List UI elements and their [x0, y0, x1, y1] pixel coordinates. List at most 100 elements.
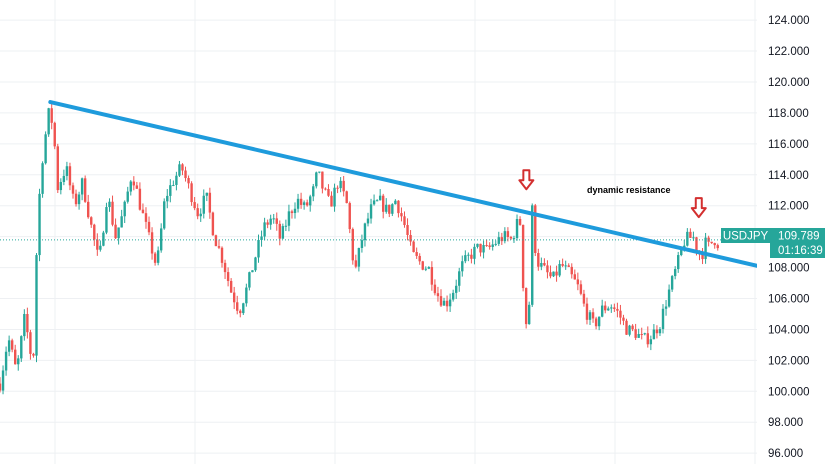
- candle-up: [108, 201, 111, 208]
- y-tick-label: 104.000: [768, 324, 810, 336]
- candle-up: [628, 325, 631, 335]
- candle-up: [600, 305, 604, 317]
- candle-up: [372, 200, 376, 205]
- candle-up: [357, 248, 361, 267]
- candle-down: [193, 202, 196, 209]
- dynamic-resistance-trendline[interactable]: [48, 100, 767, 270]
- candle-down: [412, 241, 415, 253]
- candle-down: [567, 265, 570, 267]
- candle-down: [445, 300, 449, 307]
- candle-up: [360, 240, 364, 249]
- candle-down: [196, 208, 199, 217]
- candle-down: [631, 325, 634, 330]
- candle-down: [613, 307, 616, 309]
- candle-up: [378, 195, 382, 201]
- candle-down: [509, 236, 513, 239]
- candle-down: [543, 263, 546, 266]
- candle-down: [433, 284, 437, 294]
- candle-up: [17, 358, 20, 365]
- candle-up: [497, 237, 500, 244]
- candle-down: [345, 191, 348, 204]
- candle-up: [296, 198, 300, 209]
- candle-down: [591, 312, 595, 319]
- resistance-touch-arrows: [518, 169, 707, 219]
- last-price-badge: USDJPY 109.789 01:16:39: [721, 228, 825, 258]
- candle-up: [205, 192, 209, 196]
- candle-up: [302, 202, 306, 205]
- candle-down: [132, 181, 136, 186]
- price-badge: [770, 228, 825, 258]
- candle-up: [312, 186, 315, 197]
- candle-down: [266, 222, 269, 225]
- candle-up: [47, 108, 50, 135]
- candle-up: [375, 200, 379, 202]
- candle-down: [409, 235, 412, 242]
- candle-up: [59, 181, 63, 191]
- candle-up: [163, 201, 166, 229]
- candle-down: [321, 171, 324, 189]
- candle-down: [619, 310, 622, 318]
- candle-down: [485, 245, 488, 247]
- candle-up: [649, 339, 653, 345]
- candle-down: [135, 185, 139, 189]
- candle-up: [293, 208, 297, 214]
- candle-down: [342, 180, 345, 192]
- candle-up: [44, 134, 47, 164]
- candle-up: [512, 238, 516, 240]
- candle-down: [430, 267, 434, 285]
- candle-up: [315, 172, 318, 187]
- candle-down: [400, 213, 403, 217]
- candle-down: [640, 334, 643, 336]
- candle-up: [284, 225, 288, 227]
- candle-up: [99, 245, 102, 250]
- candle-up: [458, 271, 461, 286]
- candle-down: [190, 183, 193, 203]
- candle-up: [20, 336, 23, 359]
- candle-down: [549, 272, 552, 277]
- candle-down: [436, 293, 440, 297]
- price-axis[interactable]: 96.000 98.000 100.000 102.000 104.000 106.000…: [768, 15, 810, 460]
- candle-down: [388, 204, 391, 214]
- candle-down: [114, 224, 117, 239]
- candle-down: [305, 202, 309, 206]
- candle-down: [604, 305, 607, 311]
- candle-up: [527, 304, 531, 325]
- candle-down: [625, 320, 628, 335]
- y-tick-label: 100.000: [768, 386, 810, 398]
- y-tick-label: 120.000: [768, 77, 810, 89]
- dynamic-resistance-label: dynamic resistance: [587, 185, 671, 195]
- candle-up: [251, 270, 254, 273]
- candle-down: [147, 221, 151, 233]
- candle-up: [333, 187, 336, 207]
- candle-down: [184, 170, 187, 179]
- candle-up: [704, 237, 707, 260]
- candle-down: [570, 266, 573, 275]
- candle-up: [117, 227, 120, 239]
- candle-up: [260, 236, 263, 240]
- candle-up: [461, 261, 464, 272]
- candle-down: [555, 271, 558, 276]
- candle-down: [518, 218, 522, 225]
- candle-up: [281, 226, 285, 239]
- candle-down: [382, 195, 385, 212]
- candle-up: [494, 243, 497, 245]
- candle-down: [397, 200, 400, 214]
- candle-down: [534, 205, 537, 253]
- candle-up: [1, 370, 5, 391]
- candle-down: [32, 353, 35, 356]
- candle-down: [68, 166, 72, 186]
- candle-up: [448, 299, 452, 307]
- candle-up: [156, 250, 160, 263]
- candle-up: [202, 195, 205, 214]
- candle-down: [290, 211, 294, 214]
- y-tick-label: 114.000: [768, 170, 809, 182]
- candle-up: [652, 329, 656, 340]
- y-tick-label: 98.000: [768, 417, 803, 429]
- candle-down: [470, 254, 473, 259]
- candle-up: [41, 163, 44, 194]
- candle-down: [26, 314, 29, 333]
- candle-down: [144, 213, 148, 222]
- candle-down: [616, 308, 619, 311]
- candle-down: [573, 274, 577, 280]
